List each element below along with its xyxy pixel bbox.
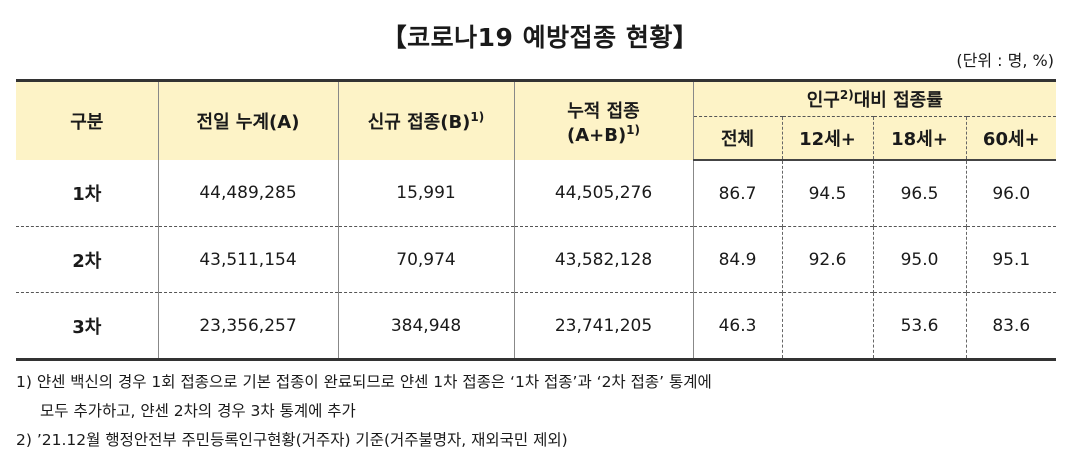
cell-prev: 43,511,154 [157,226,338,293]
row-label: 3차 [16,292,158,361]
header-rate-prefix: 인구 [806,90,840,111]
cell-rate-18: 96.5 [872,160,966,227]
cell-prev: 44,489,285 [157,160,338,227]
header-rate: 인구2)대비 접종률 [692,79,1057,117]
header-cumulative-line1: 누적 접종 [567,100,640,122]
cell-rate-60: 95.1 [965,226,1057,293]
cell-rate-60: 96.0 [965,160,1057,227]
cell-prev: 23,356,257 [157,292,338,361]
cell-rate-all: 86.7 [692,160,782,227]
page-title: 【코로나19 예방접종 현황】 [381,23,699,52]
cell-cumulative: 23,741,205 [513,292,693,361]
cell-new: 15,991 [337,160,514,227]
header-cumulative-footnote-ref: 1) [626,122,641,137]
header-new-label: 신규 접종(B) [367,112,471,133]
cell-new: 384,948 [337,292,514,361]
unit-note: (단위 : 명, %) [956,51,1054,70]
header-prev-total: 전일 누계(A) [157,79,338,160]
cell-rate-12: 92.6 [781,226,873,293]
table-row: 1차 44,489,285 15,991 44,505,276 86.7 94.… [16,160,1057,227]
header-cumulative-line2: (A+B) [566,124,627,146]
row-label: 2차 [16,226,158,293]
header-category: 구분 [16,79,158,160]
cell-rate-18: 53.6 [872,292,966,361]
header-sub-60: 60세+ [965,116,1057,161]
vaccination-table: 구분 전일 누계(A) 신규 접종(B)1) 누적 접종 (A+B)1) 인구2… [16,79,1057,361]
header-sub-18: 18세+ [872,116,966,161]
header-cumulative: 누적 접종 (A+B)1) [513,79,693,160]
cell-cumulative: 43,582,128 [513,226,693,293]
cell-rate-all: 84.9 [692,226,782,293]
cell-cumulative: 44,505,276 [513,160,693,227]
header-sub-12: 12세+ [781,116,873,161]
row-label: 1차 [72,184,102,205]
header-new: 신규 접종(B)1) [337,79,514,160]
header-sub-all: 전체 [692,116,782,161]
cell-rate-12 [781,292,873,361]
header-rate-suffix: 대비 접종률 [853,90,943,111]
table-row: 2차 43,511,154 70,974 43,582,128 84.9 92.… [16,226,1057,293]
cell-new: 70,974 [337,226,514,293]
table-row: 3차 23,356,257 384,948 23,741,205 46.3 53… [16,292,1057,361]
footnote-1: 1) 얀센 백신의 경우 1회 접종으로 기본 접종이 완료되므로 얀센 1차 … [16,373,712,391]
footnote-2: 2) ’21.12월 행정안전부 주민등록인구현황(거주자) 기준(거주불명자,… [16,431,568,449]
cell-rate-12: 94.5 [781,160,873,227]
footnote-1-continued: 모두 추가하고, 얀센 2차의 경우 3차 통계에 추가 [40,402,356,420]
header-rate-footnote-ref: 2) [839,88,854,102]
cell-rate-18: 95.0 [872,226,966,293]
header-new-footnote-ref: 1) [470,110,485,124]
cell-rate-60: 83.6 [965,292,1057,361]
cell-rate-all: 46.3 [692,292,782,361]
